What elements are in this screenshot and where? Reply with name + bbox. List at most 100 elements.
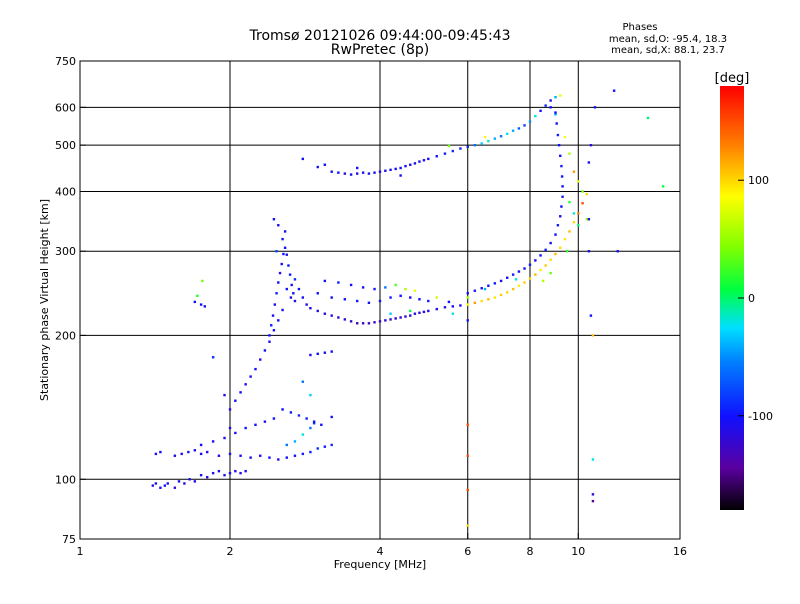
echo-point xyxy=(297,414,301,417)
echo-point xyxy=(427,299,430,303)
echo-point xyxy=(539,254,542,257)
echo-point xyxy=(211,440,215,443)
echo-point xyxy=(517,284,521,287)
echo-point xyxy=(505,291,509,294)
echo-point xyxy=(612,89,616,92)
echo-point xyxy=(173,454,177,457)
echo-point xyxy=(223,436,226,440)
echo-point xyxy=(228,426,232,430)
echo-point xyxy=(459,147,462,150)
echo-point xyxy=(409,309,412,313)
echo-point xyxy=(559,246,562,249)
echo-point xyxy=(466,319,469,322)
y-axis-label: Stationary phase Virtual Height [km] xyxy=(38,199,51,401)
echo-point xyxy=(451,305,455,308)
echo-point xyxy=(263,420,267,423)
echo-point xyxy=(199,443,203,447)
echo-point xyxy=(466,488,469,492)
echo-point xyxy=(199,303,203,306)
echo-point xyxy=(316,309,319,313)
echo-point xyxy=(511,129,515,132)
echo-point xyxy=(272,417,276,420)
echo-point xyxy=(159,450,162,454)
echo-point xyxy=(343,298,347,301)
echo-point xyxy=(577,180,580,183)
stats-heading: Phases xyxy=(622,22,657,33)
echo-point xyxy=(280,262,283,266)
echo-point xyxy=(281,237,284,241)
echo-point xyxy=(275,250,278,253)
echo-point xyxy=(511,287,515,291)
echo-point xyxy=(523,267,526,270)
echo-point xyxy=(309,306,312,310)
stats-line-x: mean, sd,X: 88.1, 23.7 xyxy=(611,45,725,56)
echo-point xyxy=(487,298,490,301)
echo-point xyxy=(528,263,532,266)
echo-point xyxy=(394,317,397,320)
echo-point xyxy=(661,185,665,188)
echo-point xyxy=(413,312,417,315)
echo-point xyxy=(493,296,497,299)
echo-point xyxy=(268,340,271,343)
y-tick-label: 400 xyxy=(55,185,76,198)
echo-point xyxy=(422,310,426,314)
echo-point xyxy=(534,259,537,262)
echo-point xyxy=(568,152,571,155)
echo-point xyxy=(560,164,563,168)
echo-point xyxy=(337,281,340,284)
echo-point xyxy=(394,167,397,171)
echo-point xyxy=(361,171,365,174)
x-tick-label: 10 xyxy=(571,545,585,558)
echo-point xyxy=(435,296,438,299)
echo-point xyxy=(418,160,421,163)
echo-point xyxy=(483,135,487,139)
echo-point xyxy=(289,296,293,299)
echo-point xyxy=(217,454,221,457)
echo-point xyxy=(343,172,347,175)
echo-point xyxy=(389,318,392,321)
echo-point xyxy=(217,469,221,473)
echo-point xyxy=(239,391,242,394)
echo-point xyxy=(554,111,557,114)
echo-point xyxy=(367,301,371,304)
echo-point xyxy=(367,322,371,325)
echo-point xyxy=(287,264,290,267)
echo-point xyxy=(211,356,215,359)
echo-point xyxy=(309,353,312,357)
y-tick-label: 200 xyxy=(55,329,76,342)
echo-point xyxy=(466,524,469,527)
echo-point xyxy=(203,305,206,308)
echo-point xyxy=(409,163,412,166)
echo-point xyxy=(285,287,288,291)
echo-point xyxy=(451,312,455,315)
echo-point xyxy=(591,334,595,337)
echo-point xyxy=(275,292,278,295)
echo-point xyxy=(290,283,293,287)
echo-point xyxy=(180,452,183,456)
echo-point xyxy=(499,293,503,297)
echo-point xyxy=(249,375,252,378)
colorbar-tick-label: 100 xyxy=(748,174,769,187)
echo-point xyxy=(443,306,447,309)
stats-line-o: mean, sd,O: -95.4, 18.3 xyxy=(609,34,727,45)
echo-point xyxy=(159,486,162,489)
echo-point xyxy=(554,113,557,116)
echo-point xyxy=(581,190,584,193)
echo-point xyxy=(549,99,552,102)
y-tick-label: 750 xyxy=(55,55,76,68)
echo-point xyxy=(422,159,426,162)
echo-point xyxy=(399,294,402,298)
echo-point xyxy=(268,456,271,459)
y-axis-ticks: 75 100 200 300 400 500 600 750 xyxy=(55,55,86,546)
echo-point xyxy=(544,104,547,107)
echo-point xyxy=(539,109,542,113)
echo-point xyxy=(234,399,237,402)
echo-point xyxy=(593,106,597,109)
colorbar-ticks: 100 0 -100 xyxy=(738,174,773,423)
echo-point xyxy=(330,296,333,299)
echo-point xyxy=(244,383,247,386)
echo-point xyxy=(205,450,209,454)
echo-point xyxy=(249,456,252,459)
x-tick-label: 1 xyxy=(77,545,84,558)
echo-point xyxy=(544,264,547,267)
